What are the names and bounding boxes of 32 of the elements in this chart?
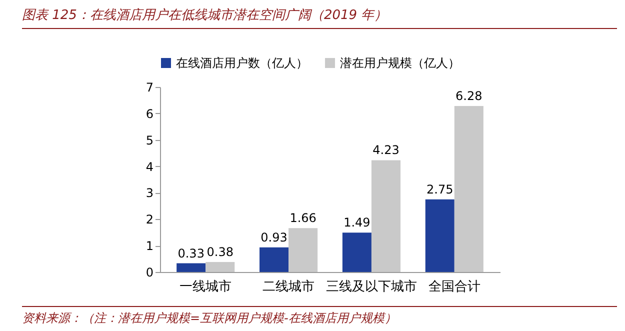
bar [288,228,318,272]
y-tick-label: 2 [146,212,154,227]
x-tick-label: 二线城市 [262,280,315,294]
bar [371,160,400,272]
x-tick-label: 全国合计 [428,280,480,294]
bar [425,199,454,272]
data-label: 4.23 [372,143,400,158]
legend-label: 在线酒店用户数（亿人） [176,56,308,70]
x-tick-label: 一线城市 [180,280,232,294]
data-label: 6.28 [456,89,482,104]
data-label: 0.93 [260,230,288,244]
bar [206,262,235,272]
x-tick-label: 三线及以下城市 [326,280,417,294]
bar [454,106,484,272]
text: 资料来源：（注：潜在用户规模=互联网用户规模-在线酒店用户规模） [22,306,617,327]
y-tick-label: 5 [146,133,154,148]
bar [176,263,206,272]
bar [342,232,372,272]
y-tick-label: 4 [146,160,154,174]
bar [260,247,289,272]
legend-label: 潜在用户规模（亿人） [340,56,460,70]
data-label: 0.33 [178,246,204,260]
data-label: 0.38 [206,244,234,259]
y-tick-label: 7 [146,80,154,94]
y-tick-label: 3 [146,186,154,200]
chart-title: 图表 125：在线酒店用户在低线城市潜在空间广阔（2019 年） [22,6,617,29]
y-tick-label: 0 [146,266,154,280]
data-label: 1.49 [344,216,370,230]
data-label: 2.75 [426,182,454,196]
y-tick-label: 1 [146,239,154,254]
y-tick-label: 6 [146,106,154,121]
data-label: 1.66 [290,211,316,226]
